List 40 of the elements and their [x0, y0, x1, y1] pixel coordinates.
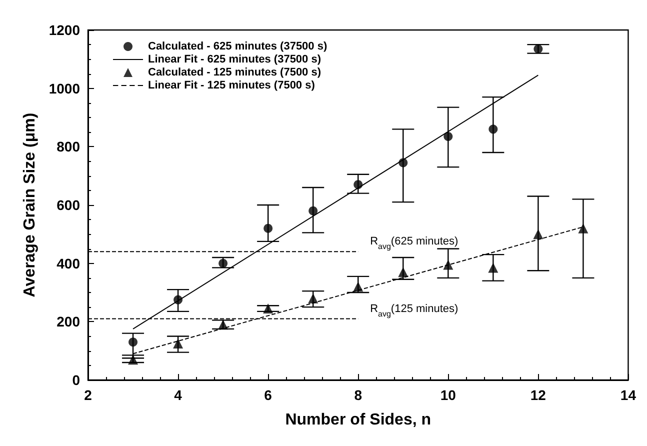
point: [308, 206, 318, 216]
point: [173, 338, 184, 349]
point: [398, 158, 408, 168]
y-tick-label: 1000: [48, 80, 80, 96]
y-tick-label: 800: [56, 138, 80, 155]
point: [218, 320, 228, 330]
point: [263, 304, 274, 314]
point: [488, 262, 498, 273]
point: [353, 282, 364, 292]
y-axis-title: Average Grain Size (μm): [21, 112, 38, 298]
y-tick-label: 1200: [48, 22, 80, 38]
x-tick-label: 4: [174, 387, 182, 403]
point: [534, 44, 543, 54]
point: [218, 258, 228, 268]
y-tick-label: 600: [56, 197, 80, 213]
point: [354, 180, 363, 190]
x-tick-label: 2: [84, 387, 92, 403]
x-tick-label: 10: [440, 387, 456, 403]
point: [128, 338, 138, 347]
x-tick-label: 8: [354, 387, 362, 403]
x-tick-label: 12: [530, 387, 546, 403]
x-tick-label: 14: [620, 387, 636, 403]
point: [174, 295, 183, 304]
x-tick-label: 6: [264, 387, 272, 403]
legend-label: Linear Fit - 625 minutes (37500 s): [148, 54, 322, 66]
y-tick-label: 0: [72, 372, 80, 388]
legend-label: Calculated - 625 minutes (37500 s): [148, 40, 328, 52]
x-axis-title: Number of Sides, n: [285, 412, 432, 428]
point: [444, 132, 453, 141]
legend-label: Calculated - 125 minutes (7500 s): [148, 66, 322, 78]
point: [443, 260, 454, 270]
point: [398, 267, 408, 278]
y-tick-label: 200: [56, 314, 80, 330]
point: [533, 229, 544, 240]
point: [308, 293, 318, 304]
point: [488, 124, 498, 134]
y-tick-label: 400: [56, 255, 80, 272]
point: [264, 224, 273, 233]
point: [578, 223, 588, 234]
legend-label: Linear Fit - 125 minutes (7500 s): [148, 80, 316, 92]
